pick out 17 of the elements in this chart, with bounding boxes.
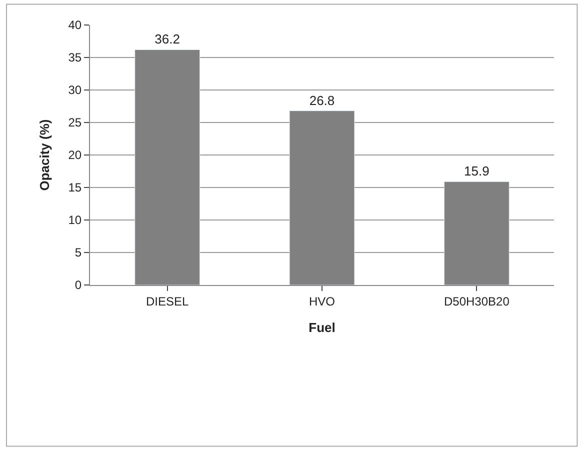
y-tick-label: 25: [68, 116, 82, 130]
x-tick-label: D50H30B20: [444, 294, 510, 308]
y-tick-label: 15: [68, 180, 82, 195]
y-tick-label: 10: [68, 213, 82, 228]
x-axis-title: Fuel: [308, 320, 336, 335]
y-tick-label: 20: [68, 148, 82, 162]
data-label: 26.8: [309, 92, 335, 108]
y-tick-label: 40: [68, 18, 82, 32]
y-tick-label: 0: [74, 278, 82, 292]
y-tick-label: 30: [68, 83, 82, 98]
data-label: 36.2: [154, 32, 180, 47]
x-tick-label: DIESEL: [146, 294, 189, 308]
x-tick-label: HVO: [308, 294, 336, 308]
y-tick-label: 5: [74, 246, 82, 260]
y-tick-label: 35: [68, 50, 82, 65]
y-axis-title: Opacity (%): [37, 119, 52, 191]
data-label: 15.9: [464, 164, 490, 179]
